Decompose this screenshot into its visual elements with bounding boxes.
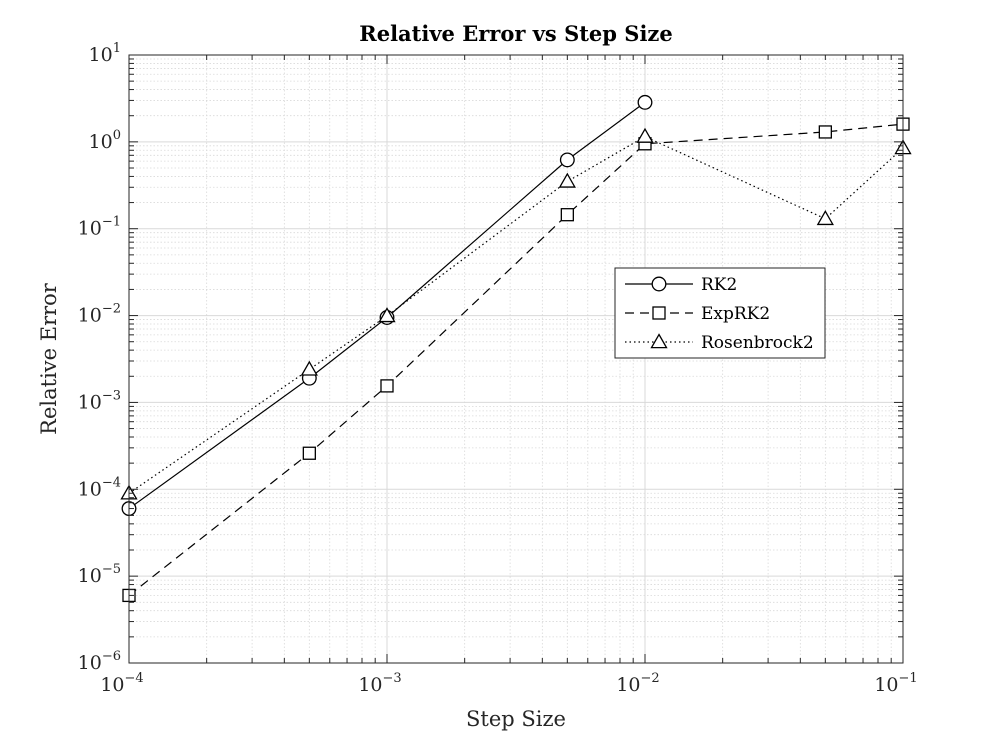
y-tick-label: 101 — [89, 41, 121, 66]
y-tick-label-base: 10 — [78, 218, 102, 240]
series-layer — [120, 94, 912, 603]
y-tick-label: 10−4 — [78, 475, 121, 500]
x-tick-label: 10−2 — [616, 671, 659, 696]
legend-marker-rosenbrock2 — [650, 333, 668, 349]
legend-box — [614, 267, 826, 359]
x-tick-label-base: 10 — [358, 674, 382, 696]
y-tick-label-exponent: 1 — [113, 41, 121, 56]
data-point-exprk2 — [818, 125, 832, 139]
legend-marker-rk2 — [651, 276, 667, 292]
y-tick-label: 100 — [89, 128, 121, 153]
y-axis-label: Relative Error — [37, 282, 61, 435]
data-point-rosenbrock2 — [636, 127, 654, 143]
legend-label-exprk2: ExpRK2 — [701, 304, 770, 324]
x-tick-label: 10−3 — [358, 671, 401, 696]
x-tick-label-exponent: −4 — [125, 671, 144, 686]
y-tick-label: 10−1 — [78, 215, 121, 240]
y-tick-label: 10−3 — [78, 388, 121, 413]
y-tick-label: 10−5 — [78, 562, 121, 587]
y-tick-label-exponent: −4 — [102, 475, 121, 490]
y-tick-label-exponent: −6 — [102, 649, 121, 664]
x-tick-label-base: 10 — [874, 674, 898, 696]
x-tick-label-base: 10 — [100, 674, 124, 696]
y-tick-label-base: 10 — [89, 44, 113, 66]
x-tick-label-base: 10 — [616, 674, 640, 696]
y-tick-label-base: 10 — [78, 652, 102, 674]
data-point-exprk2 — [302, 446, 316, 460]
y-tick-label-base: 10 — [89, 131, 113, 153]
legend-label-rk2: RK2 — [701, 275, 737, 295]
x-axis-label: Step Size — [466, 707, 566, 731]
data-point-rk2 — [637, 94, 653, 110]
y-tick-label-exponent: −5 — [102, 562, 121, 577]
x-tick-label: 10−1 — [874, 671, 917, 696]
axes-box — [128, 54, 904, 664]
y-tick-label-exponent: −1 — [102, 215, 121, 230]
legend-label-rosenbrock2: Rosenbrock2 — [701, 333, 814, 353]
y-tick-label: 10−6 — [78, 649, 121, 674]
y-tick-label-base: 10 — [78, 565, 102, 587]
data-point-rosenbrock2 — [816, 210, 834, 226]
legend: RK2 ExpRK2 Rosenbrock2 — [614, 267, 826, 359]
data-point-rosenbrock2 — [300, 360, 318, 376]
y-tick-label: 10−2 — [78, 302, 121, 327]
data-point-rosenbrock2 — [558, 172, 576, 188]
data-point-rosenbrock2 — [378, 307, 396, 323]
legend-marker-exprk2 — [652, 306, 666, 320]
y-tick-label-exponent: 0 — [113, 128, 121, 143]
x-tick-label-exponent: −1 — [899, 671, 918, 686]
y-tick-label-base: 10 — [78, 391, 102, 413]
x-tick-label-exponent: −3 — [383, 671, 402, 686]
data-point-exprk2 — [560, 208, 574, 222]
data-point-rk2 — [559, 152, 575, 168]
y-tick-label-exponent: −3 — [102, 388, 121, 403]
y-tick-label-base: 10 — [78, 478, 102, 500]
x-tick-label: 10−4 — [100, 671, 143, 696]
x-tick-label-exponent: −2 — [641, 671, 660, 686]
y-tick-label-exponent: −2 — [102, 302, 121, 317]
y-tick-label-base: 10 — [78, 305, 102, 327]
chart-title: Relative Error vs Step Size — [359, 21, 672, 46]
data-point-exprk2 — [380, 379, 394, 393]
ticks: 10−4 10−3 10−2 10−110−610−510−410−310−210−1… — [78, 41, 918, 696]
